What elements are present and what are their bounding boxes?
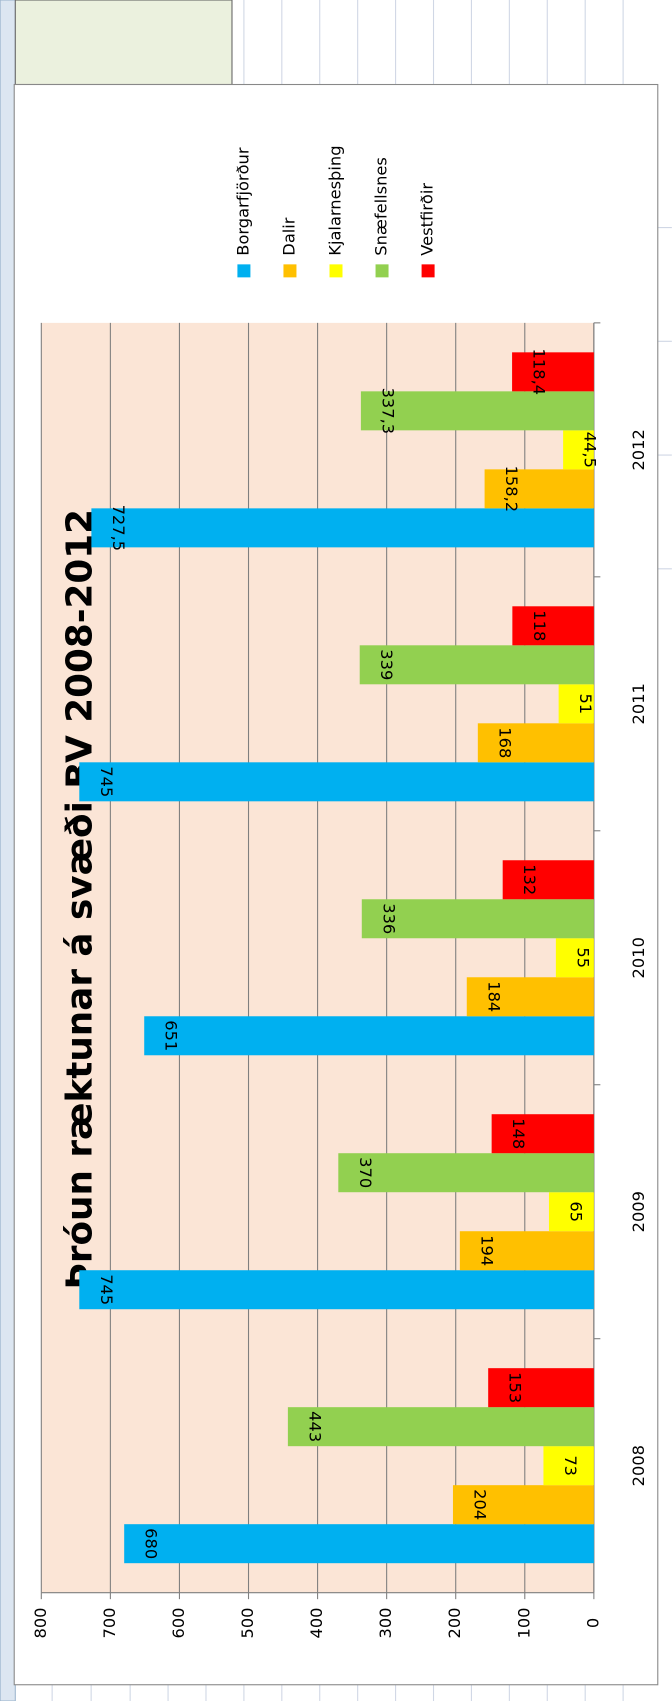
bar xyxy=(488,1368,594,1408)
bar xyxy=(459,1231,594,1271)
x-tick-label: 2011 xyxy=(629,683,648,724)
y-tick-label: 400 xyxy=(307,1607,326,1638)
bar xyxy=(512,606,594,646)
data-label: 118,4 xyxy=(530,349,549,396)
bar xyxy=(548,1192,594,1232)
x-tick-label: 2010 xyxy=(629,937,648,978)
data-label: 148 xyxy=(509,1118,528,1149)
legend-label: Borgarfjörður xyxy=(233,147,252,256)
data-label: 194 xyxy=(477,1235,496,1266)
x-tick-label: 2009 xyxy=(629,1191,648,1232)
data-label: 118 xyxy=(530,610,549,641)
data-label: 339 xyxy=(377,649,396,680)
data-label: 745 xyxy=(97,1274,116,1305)
bar xyxy=(359,645,594,685)
bar xyxy=(338,1153,594,1193)
y-tick-label: 0 xyxy=(583,1618,602,1628)
data-label: 168 xyxy=(495,727,514,758)
y-tick-label: 200 xyxy=(445,1607,464,1638)
legend-swatch xyxy=(283,264,297,278)
legend-swatch xyxy=(375,264,389,278)
legend-label: Dalir xyxy=(279,217,298,256)
bar xyxy=(144,1016,594,1056)
data-label: 336 xyxy=(379,903,398,934)
y-tick-label: 500 xyxy=(238,1607,257,1638)
bar xyxy=(79,1270,594,1310)
y-tick-label: 100 xyxy=(514,1607,533,1638)
data-label: 55 xyxy=(573,947,592,968)
data-label: 370 xyxy=(356,1157,375,1188)
bar xyxy=(452,1485,594,1525)
y-tick-label: 600 xyxy=(169,1607,188,1638)
data-label: 153 xyxy=(506,1372,525,1403)
bar xyxy=(484,469,594,509)
data-label: 745 xyxy=(97,766,116,797)
bar xyxy=(555,938,594,978)
y-tick-label: 800 xyxy=(31,1607,50,1638)
data-label: 337,3 xyxy=(378,388,397,435)
data-label: 204 xyxy=(470,1489,489,1520)
bar xyxy=(124,1524,594,1564)
y-tick-label: 300 xyxy=(376,1607,395,1638)
x-tick-label: 2008 xyxy=(629,1445,648,1486)
bar xyxy=(361,899,594,939)
data-label: 158,2 xyxy=(502,466,521,513)
bar xyxy=(558,684,594,724)
data-label: 727,5 xyxy=(109,505,128,552)
legend-label: Snæfellsnes xyxy=(372,157,391,256)
bar xyxy=(512,352,594,392)
chart-title: Þróun ræktunar á svæði BV 2008-2012 xyxy=(59,509,100,1290)
bar xyxy=(360,391,594,431)
data-label: 443 xyxy=(305,1411,324,1442)
data-label: 680 xyxy=(142,1528,161,1559)
bar xyxy=(466,977,594,1017)
bar xyxy=(563,430,594,470)
bar xyxy=(491,1114,594,1154)
data-label: 651 xyxy=(162,1020,181,1051)
bar xyxy=(502,860,594,900)
x-tick-label: 2012 xyxy=(629,429,648,470)
bar xyxy=(287,1407,594,1447)
legend-label: Vestfirðir xyxy=(418,183,437,256)
bar xyxy=(543,1446,594,1486)
legend-swatch xyxy=(421,264,435,278)
data-label: 44,5 xyxy=(581,432,600,468)
data-label: 73 xyxy=(561,1455,580,1476)
data-label: 65 xyxy=(566,1201,585,1222)
data-label: 132 xyxy=(520,864,539,895)
bar xyxy=(91,508,594,548)
legend-swatch xyxy=(237,264,251,278)
legend-label: Kjalarnesþing xyxy=(326,145,345,255)
bar xyxy=(477,723,594,763)
bar xyxy=(79,762,594,802)
legend-swatch xyxy=(329,264,343,278)
y-tick-label: 700 xyxy=(100,1607,119,1638)
data-label: 184 xyxy=(484,981,503,1012)
data-label: 51 xyxy=(576,693,595,714)
